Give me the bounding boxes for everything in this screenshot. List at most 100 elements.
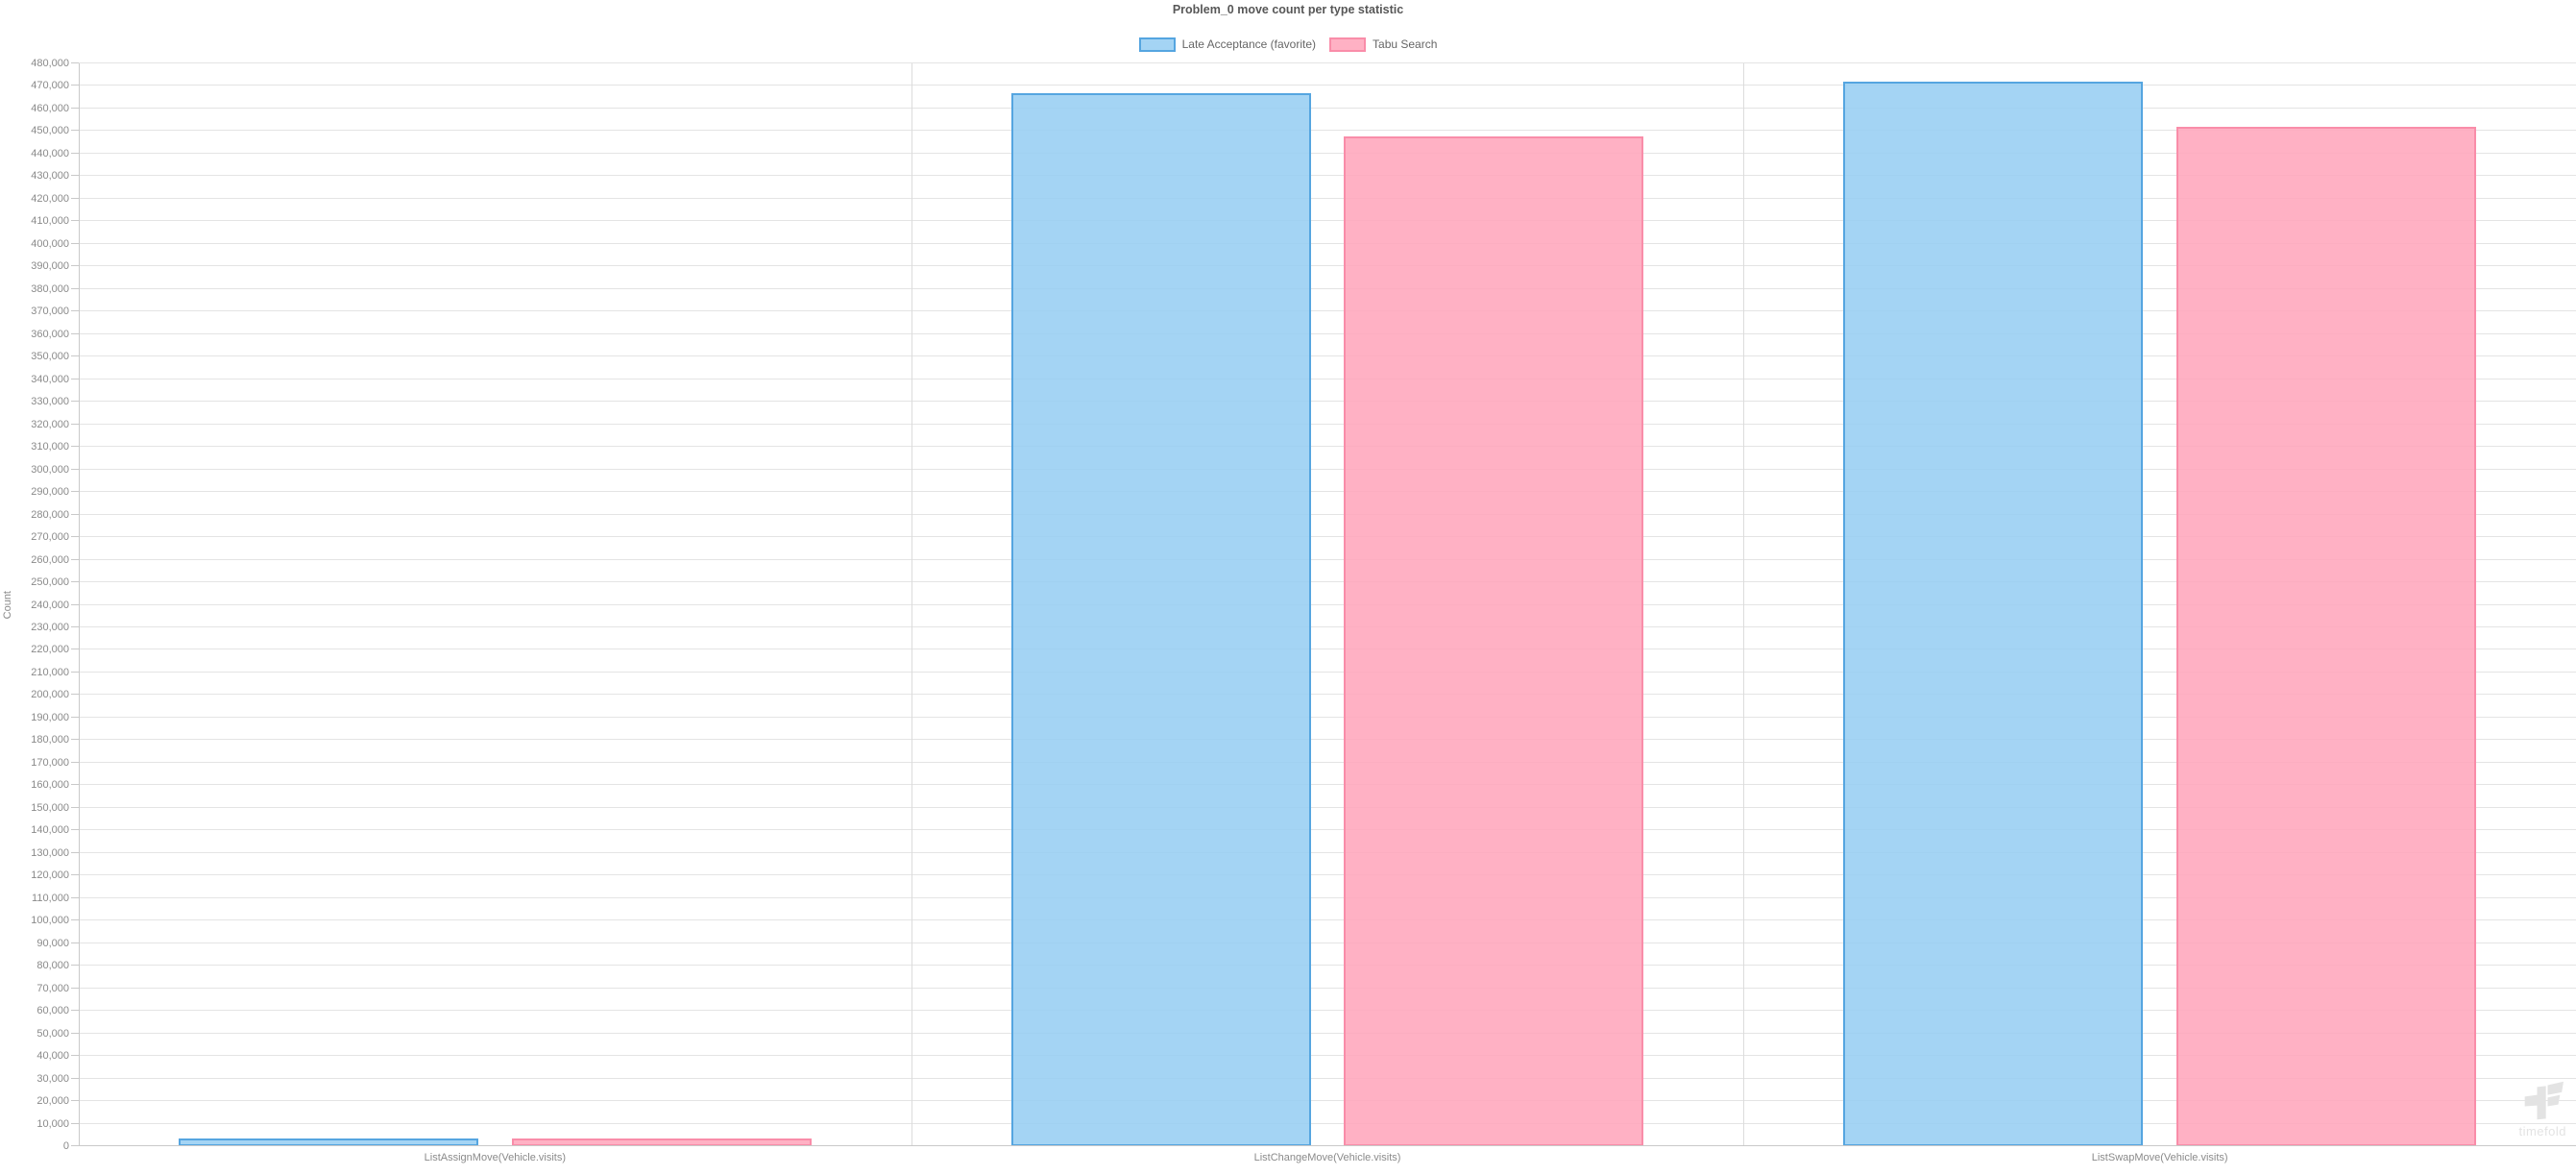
y-tick xyxy=(71,581,79,583)
y-gridline xyxy=(79,401,2576,403)
y-tick-label: 70,000 xyxy=(36,982,69,994)
y-tick xyxy=(71,265,79,267)
category-separator-line xyxy=(1743,63,1745,1146)
category-separator-line xyxy=(911,63,912,1146)
y-gridline xyxy=(79,987,2576,989)
y-tick xyxy=(71,919,79,921)
y-gridline xyxy=(79,446,2576,448)
y-gridline xyxy=(79,806,2576,808)
x-axis-line xyxy=(79,1145,2576,1146)
y-tick-label: 160,000 xyxy=(31,779,69,792)
chart-legend: Late Acceptance (favorite) Tabu Search xyxy=(0,36,2576,53)
y-gridline xyxy=(79,152,2576,154)
y-tick-label: 260,000 xyxy=(31,553,69,566)
y-tick xyxy=(71,671,79,673)
y-tick xyxy=(71,1145,79,1146)
chart-title: Problem_0 move count per type statistic xyxy=(1172,3,1404,16)
plot-area xyxy=(79,62,2576,1146)
y-tick-label: 220,000 xyxy=(31,644,69,656)
y-tick xyxy=(71,694,79,696)
y-gridline xyxy=(79,761,2576,763)
y-tick xyxy=(71,355,79,357)
y-axis-labels: 0 10,000 20,000 30,000 40,000 50,000 60,000 70,… xyxy=(0,58,69,1152)
y-tick xyxy=(71,287,79,289)
bar-late-acceptance-favorite-listchangemove-vehicle-visits xyxy=(1010,92,1311,1146)
watermark-text: timefold xyxy=(2518,1124,2566,1138)
y-gridline xyxy=(79,85,2576,86)
y-tick-label: 180,000 xyxy=(31,734,69,747)
y-tick-label: 100,000 xyxy=(31,915,69,927)
y-tick-label: 320,000 xyxy=(31,418,69,430)
y-gridline xyxy=(79,332,2576,334)
y-tick xyxy=(71,468,79,470)
y-tick xyxy=(71,965,79,967)
y-tick-label: 400,000 xyxy=(31,237,69,250)
y-tick-label: 130,000 xyxy=(31,846,69,859)
y-gridline xyxy=(79,965,2576,967)
legend-item-tabu-search: Tabu Search xyxy=(1329,37,1437,52)
y-axis-ticks xyxy=(71,62,79,1146)
y-tick xyxy=(71,62,79,63)
y-tick xyxy=(71,625,79,627)
y-tick-label: 430,000 xyxy=(31,170,69,183)
y-tick xyxy=(71,829,79,831)
y-tick xyxy=(71,558,79,560)
y-gridline xyxy=(79,1100,2576,1102)
y-gridline xyxy=(79,265,2576,267)
y-tick-label: 310,000 xyxy=(31,441,69,453)
y-gridline xyxy=(79,62,2576,63)
y-axis-line xyxy=(79,63,80,1146)
y-tick-label: 210,000 xyxy=(31,666,69,678)
y-gridline xyxy=(79,1055,2576,1057)
y-tick-label: 20,000 xyxy=(36,1095,69,1108)
y-gridline xyxy=(79,851,2576,853)
y-gridline xyxy=(79,310,2576,312)
y-gridline xyxy=(79,739,2576,741)
y-gridline xyxy=(79,1010,2576,1012)
y-tick xyxy=(71,761,79,763)
y-gridline xyxy=(79,716,2576,718)
y-gridline xyxy=(79,220,2576,222)
y-tick xyxy=(71,942,79,943)
y-tick xyxy=(71,987,79,989)
y-tick-label: 90,000 xyxy=(36,937,69,949)
y-tick xyxy=(71,332,79,334)
y-tick-label: 200,000 xyxy=(31,689,69,701)
y-tick xyxy=(71,242,79,244)
y-tick xyxy=(71,806,79,808)
y-gridline xyxy=(79,130,2576,132)
y-gridline xyxy=(79,468,2576,470)
y-gridline xyxy=(79,625,2576,627)
bar-tabu-search-listassignmove-vehicle-visits xyxy=(511,1138,812,1146)
y-gridline xyxy=(79,536,2576,538)
bar-late-acceptance-favorite-listswapmove-vehicle-visits xyxy=(1843,82,2144,1146)
y-gridline xyxy=(79,874,2576,876)
y-gridline xyxy=(79,355,2576,357)
y-tick xyxy=(71,1122,79,1124)
y-tick xyxy=(71,197,79,199)
y-tick xyxy=(71,152,79,154)
y-tick-label: 300,000 xyxy=(31,463,69,476)
y-tick-label: 480,000 xyxy=(31,58,69,69)
y-tick-label: 170,000 xyxy=(31,756,69,769)
y-tick-label: 470,000 xyxy=(31,80,69,92)
y-tick xyxy=(71,107,79,109)
y-gridline xyxy=(79,942,2576,943)
legend-item-late-acceptance-favorite: Late Acceptance (favorite) xyxy=(1138,37,1316,52)
legend-label: Tabu Search xyxy=(1373,37,1438,51)
y-tick xyxy=(71,1077,79,1079)
y-tick-label: 280,000 xyxy=(31,508,69,521)
y-tick xyxy=(71,1100,79,1102)
y-tick-label: 60,000 xyxy=(36,1005,69,1017)
timefold-watermark: timefold xyxy=(2518,1081,2566,1138)
y-gridline xyxy=(79,423,2576,425)
y-tick-label: 40,000 xyxy=(36,1050,69,1063)
x-category-label: ListSwapMove(Vehicle.visits) xyxy=(2091,1152,2228,1163)
y-tick xyxy=(71,874,79,876)
y-tick xyxy=(71,175,79,177)
y-tick xyxy=(71,491,79,493)
y-tick xyxy=(71,536,79,538)
y-tick-label: 290,000 xyxy=(31,486,69,499)
y-gridline xyxy=(79,919,2576,921)
y-tick xyxy=(71,1010,79,1012)
